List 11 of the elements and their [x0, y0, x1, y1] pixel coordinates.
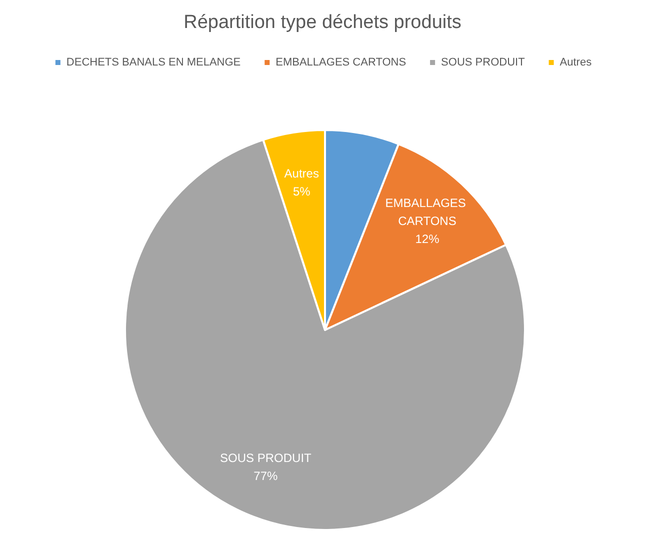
slice-label: SOUS PRODUIT [220, 451, 312, 466]
legend-label: EMBALLAGES CARTONS [276, 56, 406, 68]
slice-label: Autres [284, 166, 319, 180]
legend-label: Autres [560, 56, 592, 68]
data-label: 5% [292, 184, 311, 198]
legend-label: DECHETS BANALS EN MELANGE [66, 56, 241, 68]
data-label: 77% [254, 469, 278, 484]
data-label: 12% [415, 232, 440, 246]
chart-title: Répartition type déchets produits [184, 12, 462, 33]
slice-label: EMBALLAGES CARTONS [385, 196, 470, 228]
legend-label: SOUS PRODUIT [441, 56, 526, 68]
